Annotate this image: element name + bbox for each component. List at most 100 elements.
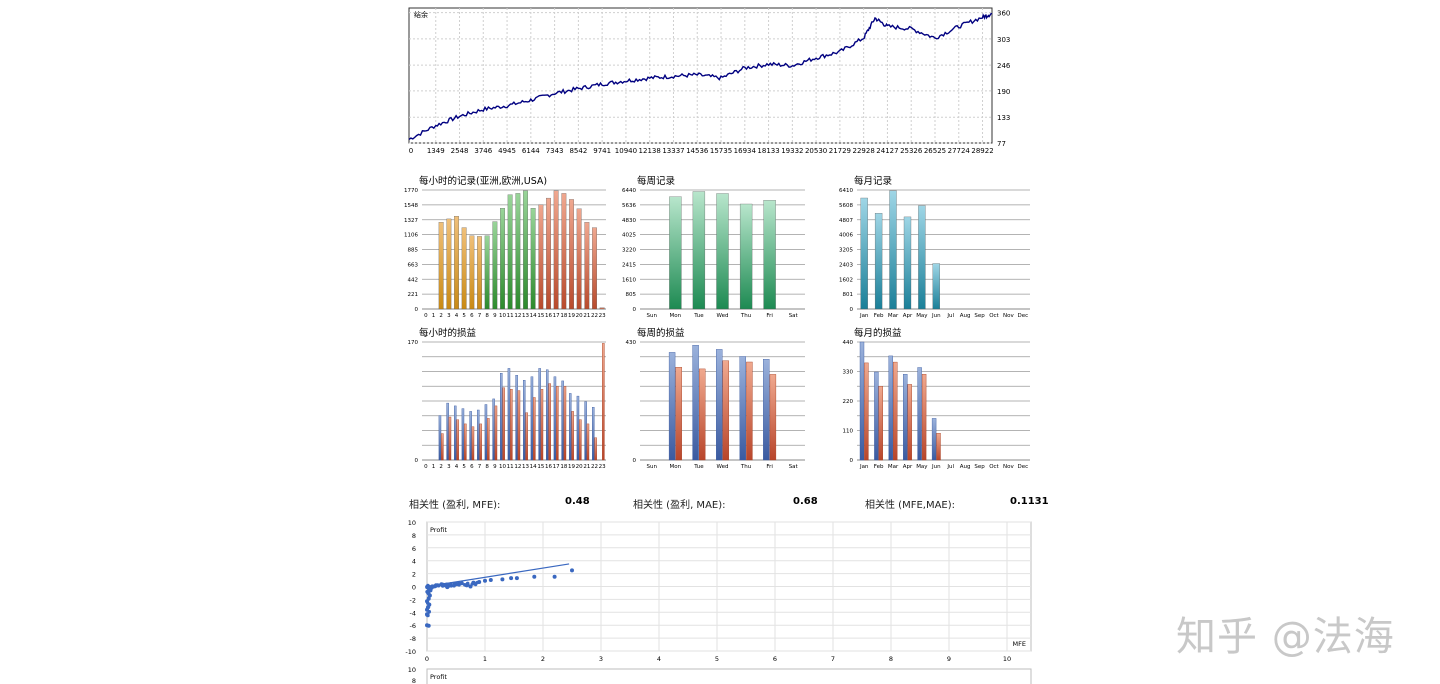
hour_entries-x-tick: 11 — [507, 313, 514, 319]
balance-y-tick: 360 — [997, 10, 1010, 18]
scatter-y-tick: 10 — [408, 519, 416, 527]
hour_entries-x-tick: 17 — [553, 313, 560, 319]
week_entries-title: 每周记录 — [637, 175, 676, 187]
balance-x-tick: 1349 — [427, 147, 445, 155]
balance-x-tick: 21729 — [829, 147, 851, 155]
scatter-point — [483, 578, 487, 583]
hour_pnl-bar — [515, 375, 518, 461]
hour_entries-bar — [454, 216, 459, 310]
hour_entries-bar — [584, 222, 590, 310]
hour_entries-x-tick: 9 — [493, 313, 497, 319]
hour_pnl-x-tick: 7 — [478, 464, 482, 470]
hour_pnl-bar — [487, 418, 490, 461]
hour_pnl-x-tick: 3 — [447, 464, 451, 470]
hour_pnl-x-tick: 16 — [545, 464, 552, 470]
month_entries-x-tick: Nov — [1003, 313, 1014, 319]
month_entries-y-tick: 5608 — [839, 203, 853, 209]
week_pnl-bar — [699, 368, 706, 461]
scatter-x-tick: 4 — [657, 655, 661, 663]
month_entries-bar — [889, 190, 897, 310]
week_entries-x-tick: Sat — [789, 313, 799, 319]
balance-x-tick: 28922 — [971, 147, 993, 155]
hour_pnl-bar — [479, 423, 482, 461]
scatter-point — [500, 577, 505, 582]
balance-x-tick: 10940 — [615, 147, 637, 155]
week_entries-bar — [716, 193, 729, 310]
week_entries-y-tick: 4830 — [622, 218, 636, 224]
hour_entries-x-tick: 6 — [470, 313, 474, 319]
week_pnl-bar — [692, 345, 699, 461]
hour_pnl-x-tick: 9 — [493, 464, 497, 470]
balance-legend: 结余 — [414, 10, 428, 19]
month_entries-x-tick: Sep — [974, 313, 985, 319]
month_pnl-x-tick: Aug — [960, 464, 971, 470]
week_entries-y-tick: 6440 — [622, 188, 636, 194]
balance-plot-frame — [408, 7, 993, 144]
month_entries-y-tick: 6410 — [839, 188, 853, 194]
hour_pnl-x-tick: 23 — [599, 464, 606, 470]
hour_entries-y-tick: 442 — [408, 277, 419, 283]
week_pnl-bar — [739, 356, 746, 461]
week_pnl-bar — [746, 361, 753, 461]
month_entries-x-tick: Dec — [1017, 313, 1028, 319]
hour_pnl-bar — [576, 395, 580, 461]
week_entries-x-tick: Wed — [717, 313, 729, 319]
week_pnl-x-tick: Sun — [647, 464, 658, 470]
hour_entries-x-tick: 14 — [530, 313, 537, 319]
scatter-ylabel: Profit — [430, 526, 447, 534]
corr-value-mfe-mae: 0.1131 — [1010, 496, 1049, 507]
scatter-y-tick: 2 — [412, 571, 416, 579]
month_pnl-y-tick: 220 — [843, 399, 854, 405]
month_pnl-x-tick: Nov — [1003, 464, 1014, 470]
hour_pnl-bar — [517, 390, 521, 461]
month_pnl-bar — [864, 362, 869, 461]
hour_pnl-bar — [584, 401, 587, 461]
month_pnl-x-tick: Jun — [931, 464, 941, 470]
scatter2-ylabel: Profit — [430, 673, 447, 681]
week_entries-bar — [739, 203, 753, 310]
month_pnl-bar — [878, 386, 883, 461]
week_entries-bar — [692, 191, 706, 310]
hour_entries-y-tick: 1327 — [404, 218, 418, 224]
month_entries-bar — [932, 263, 940, 310]
month_pnl-y-tick: 440 — [843, 340, 854, 346]
hour_pnl-y-tick: 0 — [415, 458, 419, 464]
balance-x-tick: 22928 — [853, 147, 875, 155]
hour_pnl-bar — [553, 376, 557, 461]
month_entries-y-tick: 3205 — [839, 248, 853, 254]
hour_pnl-bar — [592, 407, 595, 461]
scatter-x-tick: 3 — [599, 655, 603, 663]
hour_pnl-bar — [477, 409, 480, 461]
month_pnl-x-tick: Mar — [888, 464, 899, 470]
corr-label-profit-mae: 相关性 (盈利, MAE): — [633, 500, 726, 511]
hour_entries-x-tick: 1 — [432, 313, 436, 319]
month_pnl-title: 每月的损益 — [854, 327, 902, 339]
week_entries-y-tick: 2415 — [622, 262, 636, 268]
hour_pnl-x-tick: 12 — [514, 464, 521, 470]
week_pnl-bar — [722, 360, 729, 461]
balance-x-tick: 7343 — [546, 147, 564, 155]
scatter-x-tick: 2 — [541, 655, 545, 663]
hour_pnl-bar — [602, 343, 605, 461]
week_entries-x-tick: Sun — [647, 313, 658, 319]
hour_entries-bar — [561, 193, 567, 310]
hour_entries-chart: 每小时的记录(亚洲,欧洲,USA)17701548132711068856634… — [404, 175, 606, 319]
balance-chart: 结余 0 1349 2548 3746 4945 6144 7343 8542 9741 1094… — [408, 7, 1011, 155]
scatter-y-tick: 8 — [412, 532, 416, 540]
scatter-point — [532, 574, 537, 579]
month_pnl-x-tick: Feb — [874, 464, 884, 470]
hour_entries-x-tick: 16 — [545, 313, 552, 319]
balance-x-tick: 25326 — [900, 147, 923, 155]
hour_pnl-bar — [500, 373, 503, 461]
hour_pnl-bar — [494, 405, 498, 461]
month_entries-y-tick: 1602 — [839, 277, 853, 283]
hour_entries-x-tick: 7 — [478, 313, 482, 319]
month_pnl-bar — [931, 418, 937, 461]
month_pnl-bar — [903, 374, 908, 461]
hour_entries-bar — [538, 204, 544, 310]
scatter-x-tick: 0 — [425, 655, 429, 663]
hour_pnl-bar — [448, 416, 452, 461]
